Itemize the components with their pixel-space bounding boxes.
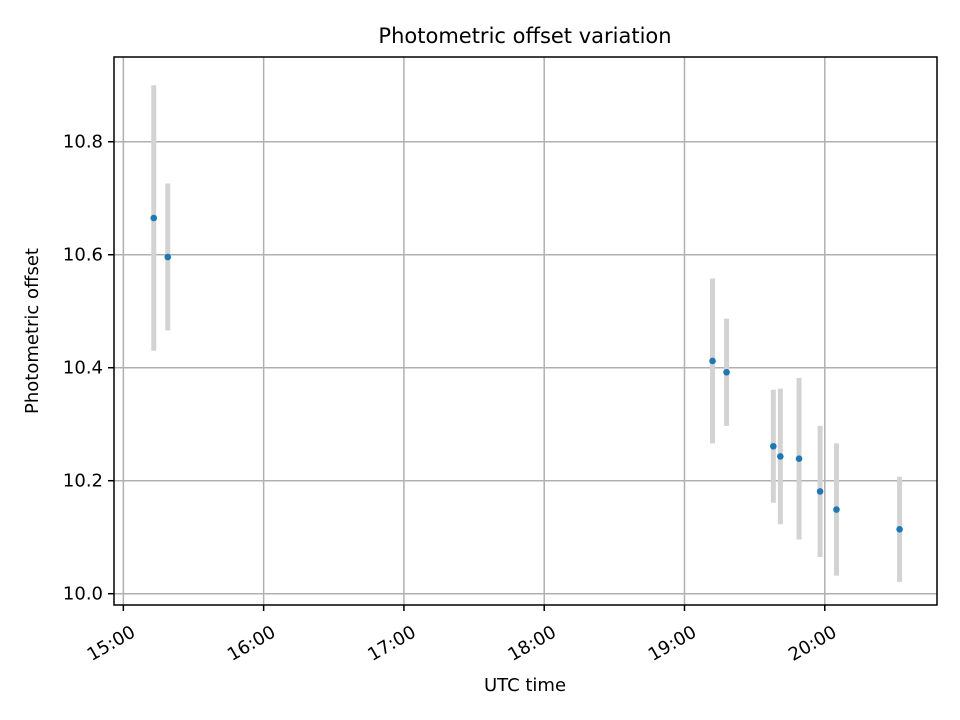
y-tick-label: 10.6 — [63, 245, 103, 266]
y-tick-label: 10.4 — [63, 358, 103, 379]
x-tick-label: 20:00 — [785, 622, 840, 666]
y-tick-label: 10.2 — [63, 471, 103, 492]
error-bars — [151, 85, 903, 582]
x-tick-label: 17:00 — [364, 622, 419, 666]
data-point — [723, 368, 730, 376]
x-tick-label: 19:00 — [645, 622, 700, 666]
data-point — [709, 357, 716, 365]
data-points — [150, 214, 903, 533]
data-point — [896, 525, 903, 533]
x-tick-label: 16:00 — [224, 622, 279, 666]
y-axis-ticks: 10.0 10.2 10.4 10.6 10.8 — [63, 132, 114, 605]
chart-title: Photometric offset variation — [378, 24, 671, 48]
x-tick-label: 18:00 — [504, 622, 559, 666]
data-point — [816, 488, 824, 495]
y-tick-label: 10.0 — [63, 584, 103, 605]
data-point — [833, 506, 840, 513]
data-point — [795, 455, 803, 462]
plot-frame — [113, 56, 938, 606]
x-axis-ticks: 15:00 16:00 17:00 18:00 19:00 20:00 — [84, 605, 840, 666]
x-axis-label: UTC time — [484, 675, 566, 696]
y-axis-label: Photometric offset — [22, 248, 43, 414]
x-tick-label: 15:00 — [84, 622, 139, 666]
grid-lines — [114, 57, 937, 605]
data-point — [164, 253, 172, 261]
data-point — [770, 442, 777, 450]
data-point — [150, 214, 158, 222]
y-tick-label: 10.8 — [63, 132, 103, 153]
data-point — [777, 453, 784, 460]
